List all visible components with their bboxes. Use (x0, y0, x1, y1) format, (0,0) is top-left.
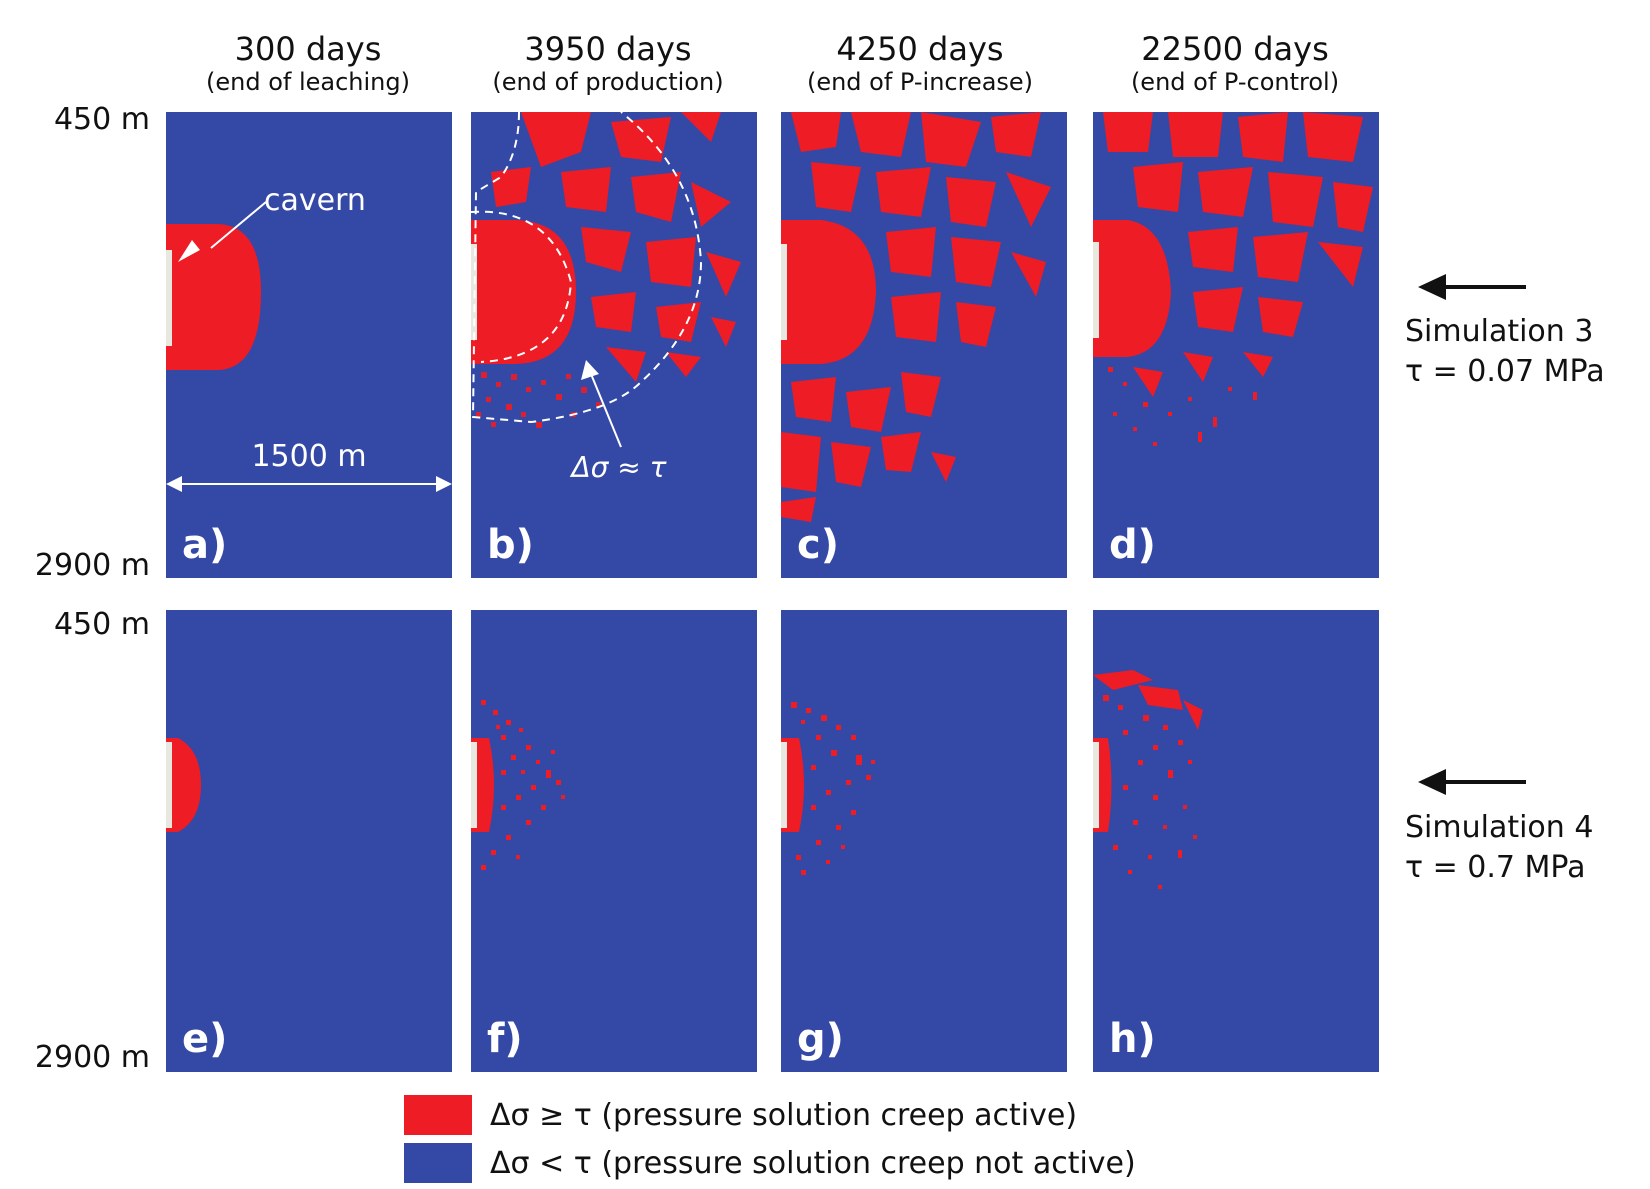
panel-h: h) (1093, 610, 1379, 1072)
panel-label-h: h) (1109, 1016, 1156, 1062)
simulation-tau: τ = 0.07 MPa (1405, 354, 1605, 389)
panel-g: g) (781, 610, 1067, 1072)
panel-g-map (781, 702, 875, 875)
column-subtitle: (end of P-control) (1130, 68, 1340, 96)
column-header-2: 3950 days (end of production) (458, 30, 758, 96)
depth-top-row2: 450 m (53, 607, 150, 642)
depth-bottom-row2: 2900 m (34, 1040, 150, 1075)
panel-c-map (781, 112, 1051, 522)
simulation-tau: τ = 0.7 MPa (1405, 850, 1586, 885)
panel-label-a: a) (182, 522, 228, 568)
panel-c: c) (781, 112, 1067, 578)
panel-f-map (471, 700, 565, 870)
legend-label-active: Δσ ≥ τ (pressure solution creep active) (490, 1097, 1078, 1133)
panel-label-g: g) (797, 1016, 844, 1062)
column-header-1: 300 days (end of leaching) (158, 30, 458, 96)
panel-label-e: e) (182, 1016, 228, 1062)
panel-label-d: d) (1109, 522, 1156, 568)
cavern-annotation: cavern (264, 183, 366, 218)
arrow-left-icon (1418, 274, 1526, 300)
column-title: 22500 days (1141, 30, 1329, 68)
panel-a-map: cavern 1500 m (166, 183, 452, 492)
column-subtitle: (end of P-increase) (806, 68, 1034, 96)
panel-b-map: Δσ ≈ τ (471, 112, 741, 484)
simulation-3-label: Simulation 3 τ = 0.07 MPa (1405, 312, 1650, 392)
legend-label-inactive: Δσ < τ (pressure solution creep not acti… (490, 1145, 1136, 1181)
panel-label-f: f) (487, 1016, 523, 1062)
column-title: 300 days (234, 30, 382, 68)
column-subtitle: (end of production) (492, 68, 724, 96)
panel-a: cavern 1500 m a) (166, 112, 452, 578)
panel-label-b: b) (487, 522, 534, 568)
stress-contour-annotation: Δσ ≈ τ (569, 451, 666, 484)
simulation-name: Simulation 4 (1405, 810, 1594, 845)
legend-item-active: Δσ ≥ τ (pressure solution creep active) (404, 1093, 1077, 1137)
width-annotation: 1500 m (251, 439, 366, 474)
depth-bottom-row1: 2900 m (34, 548, 150, 583)
panel-b: Δσ ≈ τ b) (471, 112, 757, 578)
panel-e: e) (166, 610, 452, 1072)
column-title: 4250 days (836, 30, 1004, 68)
panel-label-c: c) (797, 522, 839, 568)
depth-top-row1: 450 m (53, 102, 150, 137)
legend-item-inactive: Δσ < τ (pressure solution creep not acti… (404, 1141, 1136, 1185)
column-subtitle: (end of leaching) (206, 68, 410, 96)
panel-f: f) (471, 610, 757, 1072)
legend-swatch-active (404, 1095, 472, 1135)
panel-e-map (166, 738, 201, 832)
simulation-4-label: Simulation 4 τ = 0.7 MPa (1405, 808, 1650, 888)
panel-h-map (1093, 670, 1203, 889)
column-header-4: 22500 days (end of P-control) (1085, 30, 1385, 96)
column-title: 3950 days (524, 30, 692, 68)
arrow-left-icon (1418, 769, 1526, 795)
legend-swatch-inactive (404, 1143, 472, 1183)
panel-d: d) (1093, 112, 1379, 578)
column-header-3: 4250 days (end of P-increase) (770, 30, 1070, 96)
simulation-name: Simulation 3 (1405, 314, 1594, 349)
panel-d-map (1093, 112, 1373, 446)
